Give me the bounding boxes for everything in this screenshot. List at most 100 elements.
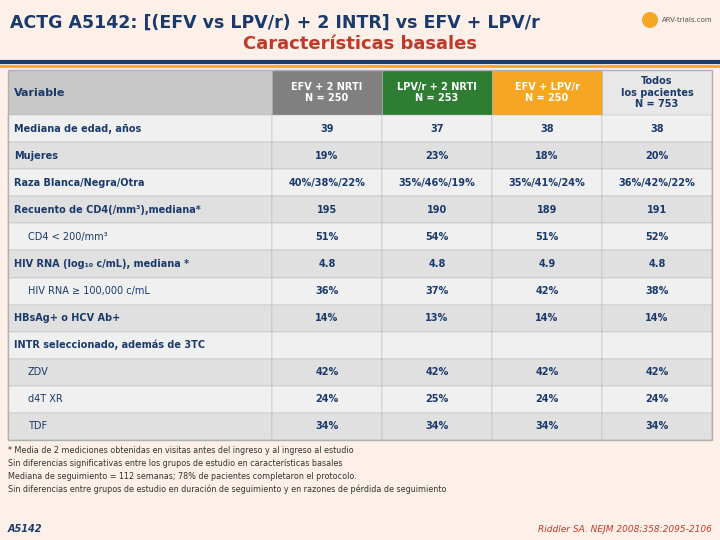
Text: 42%: 42%: [536, 367, 559, 377]
Text: A5142: A5142: [8, 524, 42, 534]
Text: 34%: 34%: [645, 421, 669, 431]
Bar: [8, 224, 272, 251]
Text: 23%: 23%: [426, 151, 449, 160]
Bar: [382, 413, 492, 440]
Bar: [272, 169, 382, 196]
Text: 40%/38%/22%: 40%/38%/22%: [289, 178, 366, 188]
Text: 4.9: 4.9: [539, 259, 556, 269]
Bar: [272, 251, 382, 278]
Text: 24%: 24%: [315, 394, 338, 404]
Text: 4.8: 4.8: [428, 259, 446, 269]
Text: 36%: 36%: [315, 286, 338, 296]
Text: Variable: Variable: [14, 87, 66, 98]
Bar: [492, 359, 602, 386]
Bar: [492, 278, 602, 305]
Text: 34%: 34%: [536, 421, 559, 431]
Text: 14%: 14%: [536, 313, 559, 323]
Bar: [602, 386, 712, 413]
Text: 42%: 42%: [536, 286, 559, 296]
Text: 25%: 25%: [426, 394, 449, 404]
Bar: [8, 251, 272, 278]
Text: 20%: 20%: [645, 151, 669, 160]
Text: 189: 189: [537, 205, 557, 215]
Bar: [602, 332, 712, 359]
Bar: [602, 251, 712, 278]
Text: EFV + LPV/r
N = 250: EFV + LPV/r N = 250: [515, 82, 580, 103]
Bar: [602, 278, 712, 305]
Bar: [492, 386, 602, 413]
Bar: [492, 224, 602, 251]
Text: 37%: 37%: [426, 286, 449, 296]
Bar: [272, 386, 382, 413]
Text: Mediana de edad, años: Mediana de edad, años: [14, 124, 141, 133]
Text: 14%: 14%: [315, 313, 338, 323]
Bar: [382, 305, 492, 332]
Bar: [492, 413, 602, 440]
Bar: [272, 359, 382, 386]
Bar: [602, 224, 712, 251]
Bar: [492, 169, 602, 196]
Bar: [602, 70, 712, 115]
Text: 13%: 13%: [426, 313, 449, 323]
Text: 14%: 14%: [645, 313, 669, 323]
Bar: [602, 142, 712, 169]
Bar: [272, 115, 382, 142]
Text: 39: 39: [320, 124, 334, 133]
Text: Todos
los pacientes
N = 753: Todos los pacientes N = 753: [621, 76, 693, 109]
Bar: [8, 278, 272, 305]
Text: 51%: 51%: [315, 232, 338, 242]
Text: ACTG A5142: [(EFV vs LPV/r) + 2 INTR] vs EFV + LPV/r: ACTG A5142: [(EFV vs LPV/r) + 2 INTR] vs…: [10, 14, 540, 32]
Bar: [382, 359, 492, 386]
Text: 19%: 19%: [315, 151, 338, 160]
Text: ARV-trials.com: ARV-trials.com: [662, 17, 713, 23]
Bar: [272, 332, 382, 359]
Text: Mediana de seguimiento = 112 semanas; 78% de pacientes completaron el protocolo.: Mediana de seguimiento = 112 semanas; 78…: [8, 472, 356, 481]
Bar: [382, 278, 492, 305]
Bar: [492, 70, 602, 115]
Bar: [8, 115, 272, 142]
Text: 35%/41%/24%: 35%/41%/24%: [508, 178, 585, 188]
Text: Sin diferencias entre grupos de estudio en duración de seguimiento y en razones : Sin diferencias entre grupos de estudio …: [8, 485, 446, 495]
Text: TDF: TDF: [28, 421, 47, 431]
Bar: [272, 70, 382, 115]
Text: 42%: 42%: [315, 367, 338, 377]
Text: CD4 < 200/mm³: CD4 < 200/mm³: [28, 232, 107, 242]
Text: 38%: 38%: [645, 286, 669, 296]
Text: 190: 190: [427, 205, 447, 215]
Bar: [8, 196, 272, 224]
Text: 42%: 42%: [645, 367, 669, 377]
Bar: [492, 251, 602, 278]
Text: 54%: 54%: [426, 232, 449, 242]
Text: 24%: 24%: [645, 394, 669, 404]
Bar: [602, 305, 712, 332]
Bar: [382, 196, 492, 224]
Text: 4.8: 4.8: [648, 259, 666, 269]
Bar: [8, 359, 272, 386]
Text: * Media de 2 mediciones obtenidas en visitas antes del ingreso y al ingreso al e: * Media de 2 mediciones obtenidas en vis…: [8, 446, 354, 455]
Text: 38: 38: [540, 124, 554, 133]
Text: Características basales: Características basales: [243, 35, 477, 53]
Text: 195: 195: [317, 205, 337, 215]
Bar: [8, 332, 272, 359]
Text: LPV/r + 2 NRTI
N = 253: LPV/r + 2 NRTI N = 253: [397, 82, 477, 103]
Text: 4.8: 4.8: [318, 259, 336, 269]
Bar: [602, 359, 712, 386]
Text: Recuento de CD4(/mm³),mediana*: Recuento de CD4(/mm³),mediana*: [14, 205, 201, 215]
Bar: [8, 169, 272, 196]
Bar: [272, 413, 382, 440]
Text: 24%: 24%: [536, 394, 559, 404]
Bar: [272, 224, 382, 251]
Text: Sin diferencias significativas entre los grupos de estudio en características ba: Sin diferencias significativas entre los…: [8, 459, 343, 468]
Bar: [602, 115, 712, 142]
Text: 18%: 18%: [535, 151, 559, 160]
Bar: [382, 115, 492, 142]
Bar: [8, 70, 712, 440]
Text: Mujeres: Mujeres: [14, 151, 58, 160]
Text: 38: 38: [650, 124, 664, 133]
Bar: [382, 70, 492, 115]
Bar: [602, 169, 712, 196]
Text: EFV + 2 NRTI
N = 250: EFV + 2 NRTI N = 250: [292, 82, 363, 103]
Text: Riddler SA. NEJM 2008;358:2095-2106: Riddler SA. NEJM 2008;358:2095-2106: [538, 525, 712, 534]
Bar: [8, 413, 272, 440]
Text: 191: 191: [647, 205, 667, 215]
